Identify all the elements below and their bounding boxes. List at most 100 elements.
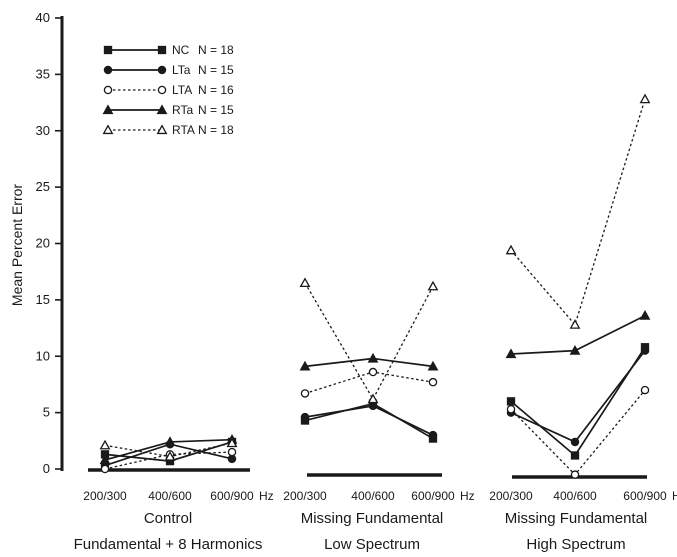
legend-marker	[157, 85, 167, 95]
series-rta	[99, 310, 651, 465]
legend-entry-lta: LTA N = 16	[103, 83, 234, 97]
x-tick-label: 200/300	[83, 489, 127, 503]
data-point	[569, 319, 581, 329]
series-line-segment	[304, 404, 434, 436]
data-point	[427, 280, 439, 291]
y-tick-label: 40	[36, 10, 50, 25]
x-tick-label: 200/300	[489, 489, 533, 503]
group-2: 200/300 400/600 600/900 Hz Missing Fundament…	[283, 473, 475, 553]
group-3: 200/300 400/600 600/900 Hz Missing Fundament…	[489, 475, 677, 553]
legend-marker	[103, 85, 113, 95]
data-point	[368, 401, 378, 411]
legend-marker	[157, 45, 167, 55]
data-point	[367, 352, 379, 363]
x-tick-label: 200/300	[283, 489, 327, 503]
series-line-segment	[510, 314, 646, 355]
x-tick-label: 400/600	[553, 489, 597, 503]
y-tick-label: 15	[36, 292, 50, 307]
x-tick-label: 400/600	[148, 489, 192, 503]
legend-n-label: N = 15	[198, 103, 234, 117]
y-tick-label: 10	[36, 348, 50, 363]
data-point	[640, 346, 650, 355]
y-tick-label: 30	[36, 123, 50, 138]
data-point	[300, 412, 310, 422]
x-unit-label: Hz	[259, 489, 274, 503]
legend-entry-rta: RTa N = 15	[102, 103, 234, 117]
data-point	[506, 404, 516, 414]
legend-n-label: N = 18	[198, 43, 234, 57]
series-lta	[100, 346, 650, 470]
legend-n-label: N = 18	[198, 123, 234, 137]
data-point	[570, 437, 580, 447]
group-title: Fundamental + 8 Harmonics	[74, 536, 263, 553]
x-tick-label: 600/900	[210, 489, 254, 503]
data-point	[164, 450, 176, 461]
legend-series-name: RTa	[172, 103, 193, 117]
data-point	[427, 360, 439, 371]
series-line-segment	[510, 389, 646, 476]
legend-n-label: N = 15	[198, 63, 234, 77]
series-lta	[100, 367, 650, 479]
legend-marker	[103, 65, 113, 75]
series-lines	[99, 93, 651, 479]
y-tick-label: 35	[36, 66, 50, 81]
data-point	[300, 389, 310, 398]
data-point	[570, 451, 580, 460]
legend-series-name: NC	[172, 43, 190, 57]
legend-entry-rta: RTA N = 18	[102, 123, 234, 137]
group-title: Low Spectrum	[324, 536, 420, 553]
data-point	[367, 393, 379, 404]
data-point	[100, 464, 110, 474]
legend-entry-lta: LTa N = 15	[103, 63, 234, 77]
legend-series-name: RTA	[172, 123, 195, 137]
x-tick-label: 400/600	[351, 489, 395, 503]
legend-marker	[102, 104, 114, 115]
y-tick-label: 25	[36, 179, 50, 194]
group-1: 200/300 400/600 600/900 Hz Control Fundamenta…	[74, 468, 274, 553]
legend-n-label: N = 16	[198, 83, 234, 97]
data-point	[639, 310, 651, 320]
legend-marker	[156, 124, 168, 135]
series-line-segment	[510, 98, 646, 326]
y-tick-label: 5	[43, 405, 50, 420]
legend-marker	[157, 65, 167, 75]
data-point	[227, 447, 237, 457]
data-point	[299, 277, 311, 288]
data-point	[640, 385, 650, 395]
series-line-segment	[304, 371, 434, 395]
group-title: Control	[144, 510, 192, 527]
x-unit-label: Hz	[672, 489, 677, 503]
series-line-segment	[304, 402, 434, 440]
y-tick-label: 0	[43, 461, 50, 476]
data-point	[428, 377, 438, 387]
data-point	[428, 430, 438, 440]
data-point	[639, 93, 651, 104]
data-point	[99, 454, 111, 465]
data-point	[368, 367, 378, 377]
legend-marker	[103, 45, 113, 55]
legend-marker	[102, 124, 114, 135]
legend-series-name: LTA	[172, 83, 192, 97]
series-rta	[99, 93, 651, 461]
data-point	[506, 397, 516, 406]
x-unit-label: Hz	[460, 489, 475, 503]
group-title: Missing Fundamental	[505, 510, 648, 527]
legend-series-name: LTa	[172, 63, 191, 77]
y-tick-label: 20	[36, 236, 50, 251]
data-point	[164, 436, 176, 447]
x-tick-label: 600/900	[623, 489, 667, 503]
y-axis-label: Mean Percent Error	[9, 184, 25, 306]
legend-marker	[156, 104, 168, 115]
data-point	[99, 439, 111, 450]
data-point	[569, 344, 581, 355]
category-groups: 200/300 400/600 600/900 Hz Control Fundamenta…	[74, 468, 677, 553]
data-point	[505, 244, 517, 255]
legend-entry-nc: NC N = 18	[103, 43, 234, 57]
data-point	[505, 348, 517, 359]
data-point	[226, 437, 238, 448]
data-point	[299, 360, 311, 371]
series-line-segment	[510, 350, 646, 443]
group-title: Missing Fundamental	[301, 510, 444, 527]
